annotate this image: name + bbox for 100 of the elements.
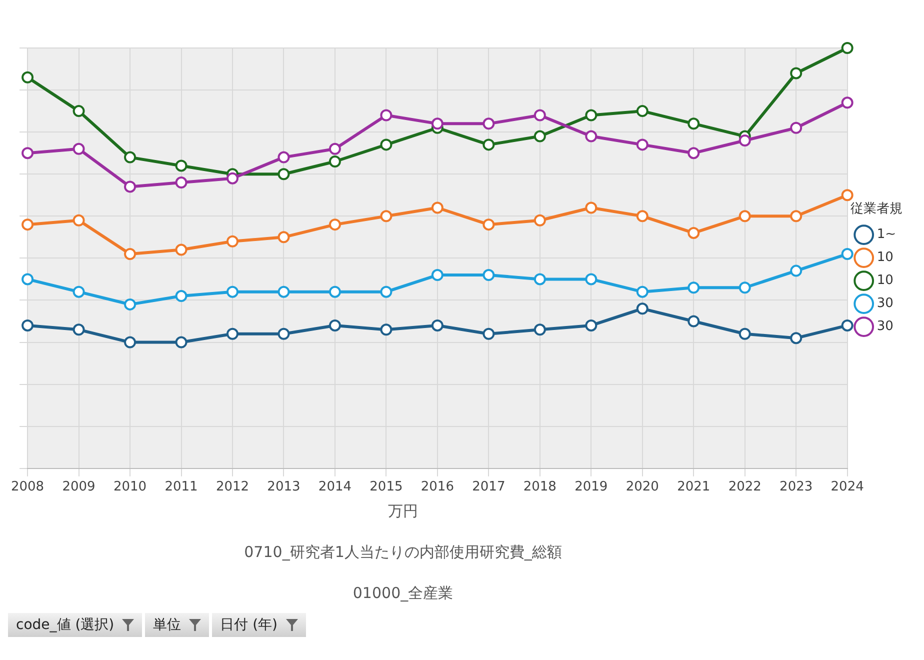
point (328, 286, 341, 298)
point (175, 244, 188, 256)
point (636, 105, 648, 118)
point (841, 248, 854, 260)
point (226, 328, 238, 340)
point (22, 71, 34, 84)
point (688, 147, 700, 160)
point (738, 328, 751, 340)
x-tick-label: 2013 (267, 480, 300, 495)
point (278, 328, 290, 340)
x-tick-label: 2010 (113, 480, 147, 495)
point (380, 109, 392, 122)
x-tick-label: 2017 (472, 480, 506, 495)
x-tick-label: 2014 (318, 480, 352, 495)
point (636, 210, 648, 222)
point (841, 189, 854, 202)
point (636, 302, 648, 315)
point (124, 248, 136, 260)
point (482, 218, 495, 231)
point (738, 282, 751, 294)
x-tick-label: 2024 (830, 480, 864, 495)
point (226, 235, 238, 248)
x-tick-label: 2022 (728, 480, 762, 495)
point (72, 286, 85, 298)
point (124, 151, 136, 164)
point (328, 156, 341, 168)
x-tick-label: 2012 (216, 480, 250, 495)
point (841, 96, 854, 109)
point (124, 298, 136, 310)
point (278, 286, 290, 298)
point (688, 118, 700, 130)
point (22, 147, 34, 160)
point (636, 138, 648, 151)
point (431, 202, 444, 214)
point (175, 160, 188, 172)
point (431, 118, 444, 130)
point (585, 109, 598, 122)
point (790, 67, 802, 80)
point (790, 332, 802, 344)
filter-button: 単位 (145, 613, 210, 637)
filter-button: code_値 (選択) (8, 613, 142, 637)
point (22, 273, 34, 286)
point (688, 282, 700, 294)
x-tick-label: 2019 (574, 480, 608, 495)
point (328, 142, 341, 155)
point (841, 42, 854, 54)
point (790, 264, 802, 277)
point (278, 168, 290, 180)
legend-label: 10 (876, 273, 894, 288)
point (175, 290, 188, 302)
x-tick-label: 2021 (677, 480, 710, 495)
point (380, 286, 392, 298)
point (482, 328, 495, 340)
point (738, 210, 751, 222)
x-tick-label: 2008 (10, 480, 44, 495)
point (738, 134, 751, 146)
text: 0710_研究者1人当たりの内部使用研究費_総額 (243, 543, 563, 562)
x-tick-label: 2016 (420, 480, 454, 495)
point (175, 336, 188, 348)
point (790, 122, 802, 134)
point (22, 218, 34, 231)
point (534, 214, 546, 226)
legend-title: 従業者規 (850, 202, 903, 217)
point (328, 218, 341, 231)
point (380, 210, 392, 222)
text: 万円 (387, 502, 419, 521)
point (585, 202, 598, 214)
point (585, 130, 598, 142)
point (585, 319, 598, 332)
x-tick-label: 2023 (780, 480, 813, 495)
x-tick-label: 2009 (62, 480, 96, 495)
x-tick-label: 2015 (370, 480, 403, 495)
x-tick-label: 2020 (626, 480, 659, 495)
point (380, 324, 392, 336)
point (841, 319, 854, 332)
point (790, 210, 802, 222)
point (175, 176, 188, 189)
point (585, 273, 598, 286)
point (431, 319, 444, 332)
point (72, 214, 85, 226)
text: 01000_全産業 (352, 584, 454, 603)
point (482, 138, 495, 151)
point (22, 319, 34, 332)
point (328, 319, 341, 332)
point (688, 226, 700, 239)
point (72, 142, 85, 155)
point (226, 286, 238, 298)
x-tick-label: 2011 (164, 480, 198, 495)
point (124, 180, 136, 193)
point (278, 231, 290, 244)
point (482, 269, 495, 282)
legend-label: 1~ (876, 227, 896, 242)
legend-label: 30 (876, 296, 894, 312)
point (482, 118, 495, 130)
x-tick-label: 2018 (523, 480, 556, 495)
point (688, 315, 700, 328)
legend-label: 10 (876, 250, 894, 266)
point (534, 130, 546, 142)
point (534, 109, 546, 122)
point (431, 269, 444, 282)
